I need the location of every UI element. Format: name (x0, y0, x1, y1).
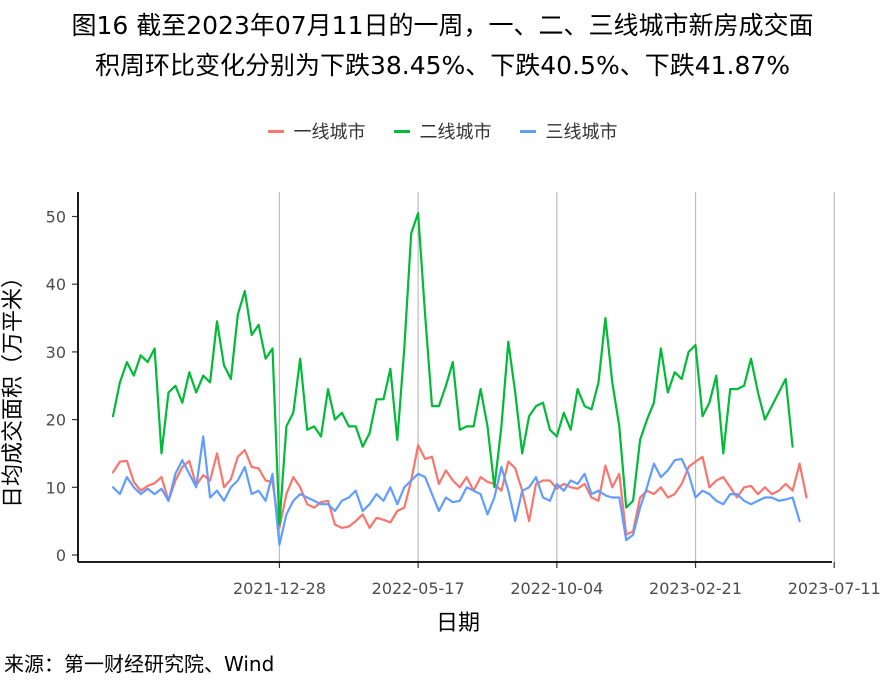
axes-layer: 2021-12-28 2022-05-17 2022-10-04 2023-02-21… (46, 192, 881, 598)
chart-title-line2: 积周环比变化分别为下跌38.45%、下跌40.5%、下跌41.87% (94, 51, 791, 80)
legend-item-1: 一线城市 (267, 118, 366, 144)
legend: 一线城市 二线城市 三线城市 (0, 118, 885, 144)
legend-item-2: 二线城市 (393, 118, 492, 144)
series-line-1 (111, 444, 808, 536)
y-tick-label: 30 (46, 343, 66, 362)
x-tick-label: 2023-02-21 (649, 579, 742, 598)
x-tick-label: 2021-12-28 (233, 579, 326, 598)
x-tick-label: 2022-10-04 (510, 579, 603, 598)
legend-swatch (393, 129, 410, 133)
y-axis-label: 日均成交面积（万平米） (1, 266, 26, 508)
y-tick-label: 20 (46, 411, 66, 430)
x-tick-label: 2022-05-17 (372, 579, 465, 598)
legend-label: 二线城市 (419, 122, 492, 143)
grid-layer (278, 192, 835, 562)
series-line-2 (111, 212, 794, 526)
x-axis-label: 日期 (436, 611, 480, 636)
source-note: 来源：第一财经研究院、Wind (4, 652, 275, 676)
legend-item-3: 三线城市 (519, 118, 618, 144)
x-tick-label: 2023-07-11 (788, 579, 881, 598)
y-tick-label: 40 (46, 275, 66, 294)
legend-label: 一线城市 (293, 122, 366, 143)
legend-swatch (267, 129, 284, 133)
legend-label: 三线城市 (545, 122, 618, 143)
chart-title-line1: 图16 截至2023年07月11日的一周，一、二、三线城市新房成交面 (71, 11, 814, 40)
y-tick-label: 10 (46, 478, 66, 497)
series-line-3 (111, 435, 801, 546)
y-tick-label: 0 (56, 546, 66, 565)
series-layer (111, 212, 808, 546)
y-tick-label: 50 (46, 208, 66, 227)
legend-swatch (519, 129, 536, 133)
